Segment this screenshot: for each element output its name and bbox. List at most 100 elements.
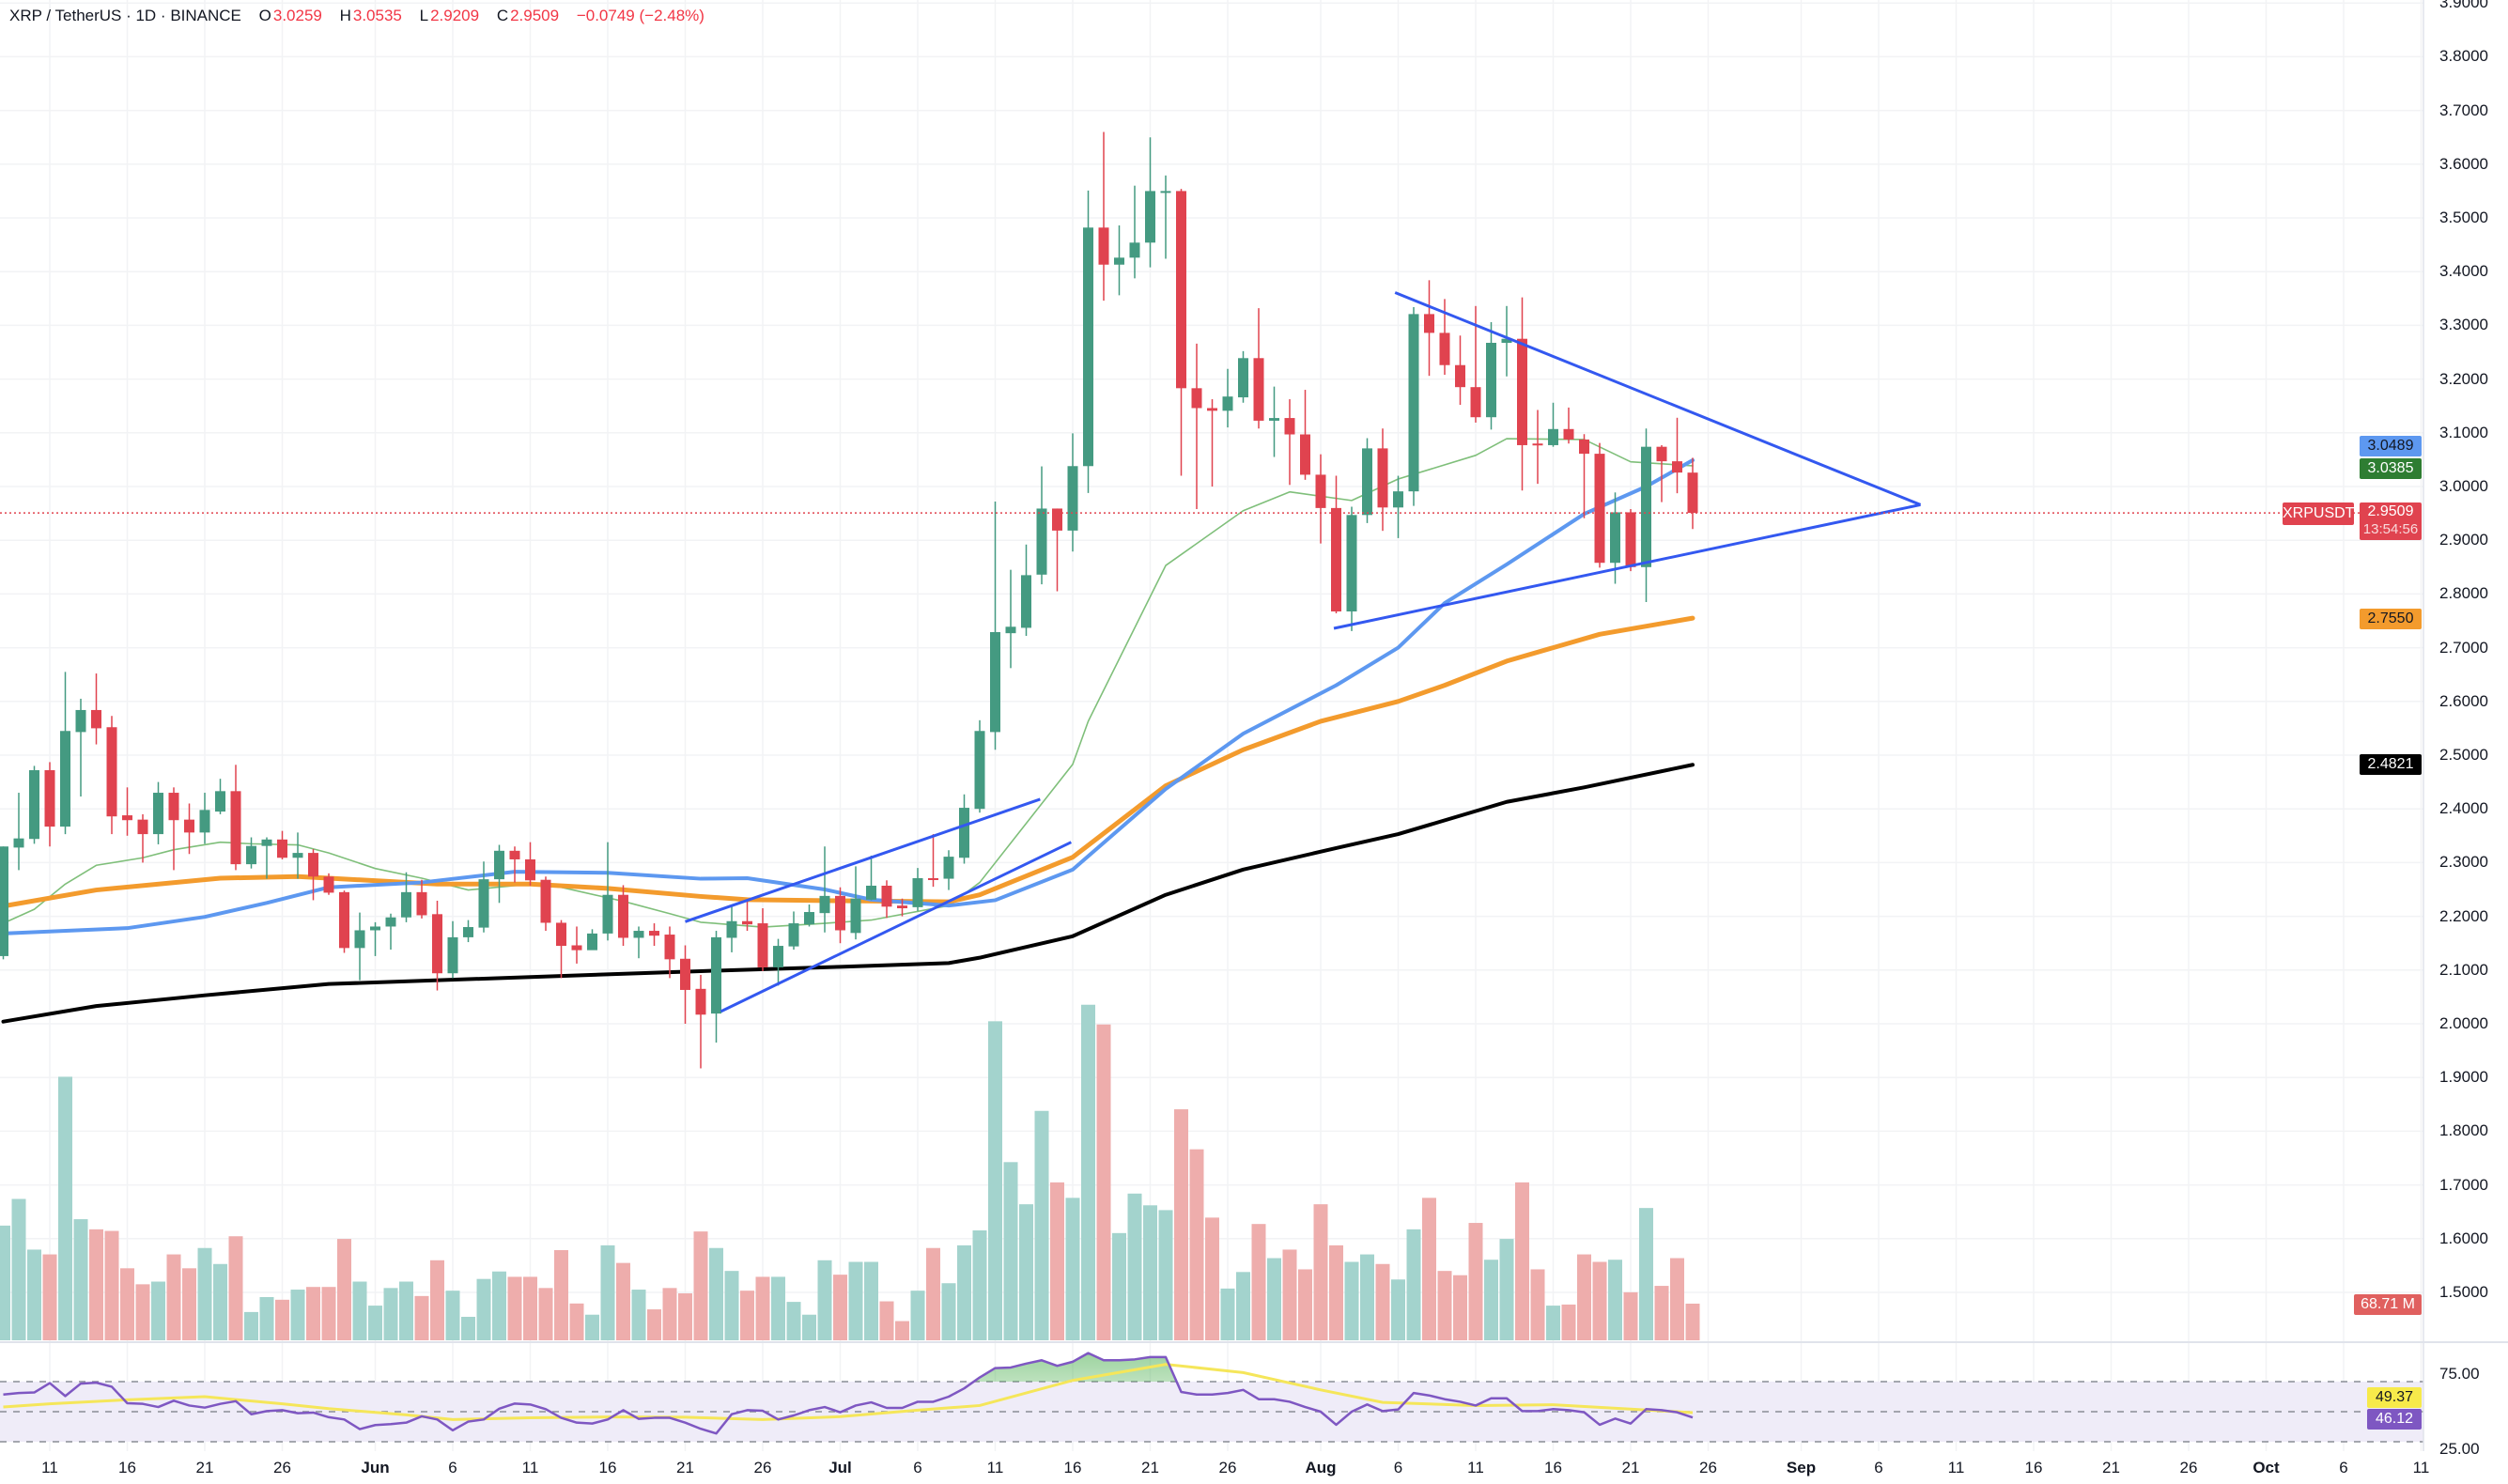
- volume-bar: [1220, 1288, 1235, 1340]
- ma100-value-badge: 2.7550: [2360, 609, 2422, 629]
- candle: [788, 911, 799, 951]
- candle: [1269, 386, 1279, 457]
- volume-bar: [817, 1260, 832, 1340]
- candle-body: [773, 946, 783, 967]
- volume-bar: [879, 1301, 894, 1340]
- candle-body: [354, 930, 365, 949]
- candle-body: [897, 905, 907, 909]
- candle-body: [680, 958, 690, 990]
- candle-body: [1253, 358, 1264, 421]
- candle: [1176, 189, 1186, 476]
- volume-bar: [1406, 1229, 1421, 1340]
- triangle-upper-trendline[interactable]: [1394, 291, 1922, 506]
- candle: [1393, 475, 1403, 538]
- price-tick-label: 2.3000: [2439, 853, 2488, 872]
- candle: [1005, 569, 1016, 669]
- price-tick-label: 2.9000: [2439, 531, 2488, 549]
- candle: [1672, 417, 1682, 494]
- candle: [215, 779, 225, 814]
- volume-bar: [1143, 1205, 1157, 1340]
- candle-body: [1129, 242, 1140, 258]
- candle: [633, 926, 644, 959]
- candle-body: [571, 945, 582, 951]
- time-tick-label: 16: [1063, 1459, 1082, 1476]
- volume-bar: [600, 1244, 615, 1340]
- candle-body: [1145, 191, 1155, 243]
- ma200-line: [1, 763, 1695, 1024]
- volume-bar: [786, 1302, 801, 1340]
- candle: [1517, 297, 1527, 491]
- ma20-value-badge: 3.0385: [2360, 458, 2422, 479]
- time-tick-label: 11: [521, 1459, 539, 1476]
- low-label: L: [419, 7, 429, 24]
- candle-body: [1067, 466, 1078, 531]
- candle: [1098, 131, 1109, 301]
- volume-bar: [1329, 1244, 1343, 1340]
- volume-bar: [1670, 1258, 1684, 1340]
- time-tick-label: 21: [676, 1459, 694, 1476]
- candle-body: [1532, 443, 1543, 446]
- volume-bar: [1685, 1303, 1700, 1340]
- candle-body: [1160, 191, 1171, 193]
- volume-bar: [1592, 1261, 1607, 1340]
- candle-body: [1238, 358, 1248, 398]
- volume-bar: [1034, 1110, 1049, 1340]
- candle: [230, 765, 241, 871]
- candle: [168, 787, 179, 871]
- candle: [308, 849, 318, 901]
- candle-body: [602, 894, 613, 934]
- channel-lower-trendline[interactable]: [720, 841, 1073, 1013]
- time-tick-label: 6: [1874, 1459, 1883, 1476]
- candle-body: [463, 927, 473, 937]
- candle-body: [323, 876, 334, 893]
- symbol-title[interactable]: XRP / TetherUS · 1D · BINANCE: [9, 7, 241, 24]
- price-tick-label: 3.9000: [2439, 0, 2488, 12]
- candle-body: [1362, 448, 1372, 516]
- time-tick-label: 26: [753, 1459, 772, 1476]
- volume-bar: [802, 1314, 816, 1340]
- candle: [401, 872, 411, 922]
- time-tick-label: 6: [2339, 1459, 2348, 1476]
- channel-upper-trendline[interactable]: [685, 797, 1041, 923]
- candle: [1548, 402, 1558, 447]
- triangle-lower-trendline[interactable]: [1333, 502, 1921, 630]
- candle: [726, 906, 737, 952]
- candle-body: [13, 838, 24, 848]
- candle: [819, 846, 830, 933]
- candle-body: [153, 793, 163, 835]
- candle-body: [912, 877, 923, 907]
- price-tick-label: 3.7000: [2439, 100, 2488, 119]
- price-tick-label: 2.1000: [2439, 960, 2488, 979]
- volume-bar: [1050, 1182, 1064, 1340]
- time-tick-label: 16: [1544, 1459, 1562, 1476]
- volume-bar: [321, 1287, 336, 1340]
- volume-bar: [1561, 1304, 1576, 1340]
- candle: [1408, 306, 1419, 506]
- candle-body: [0, 846, 8, 956]
- candle-body: [974, 731, 985, 810]
- trendline-drawings[interactable]: [685, 291, 1922, 1013]
- candle-body: [959, 808, 969, 858]
- volume-bar: [430, 1260, 444, 1340]
- volume-bar: [1313, 1204, 1328, 1340]
- price-tick-label: 3.2000: [2439, 369, 2488, 388]
- volume-bar: [1158, 1210, 1173, 1340]
- volume-bar: [569, 1303, 584, 1340]
- rsi-tick-label: 75.00: [2439, 1365, 2480, 1383]
- time-tick-label: 26: [2179, 1459, 2198, 1476]
- candle-body: [230, 791, 241, 865]
- candle: [664, 926, 675, 979]
- volume-bar: [941, 1283, 956, 1340]
- time-tick-label: 16: [598, 1459, 617, 1476]
- candle: [1532, 410, 1543, 485]
- volume-bar: [616, 1262, 630, 1340]
- candle: [974, 719, 985, 813]
- volume-bar: [1654, 1286, 1669, 1340]
- candle: [773, 938, 783, 986]
- volume-bar: [957, 1244, 971, 1340]
- candle: [339, 890, 349, 953]
- time-tick-label: Jun: [361, 1459, 390, 1476]
- volume-bar: [1437, 1271, 1452, 1340]
- candle: [509, 846, 520, 883]
